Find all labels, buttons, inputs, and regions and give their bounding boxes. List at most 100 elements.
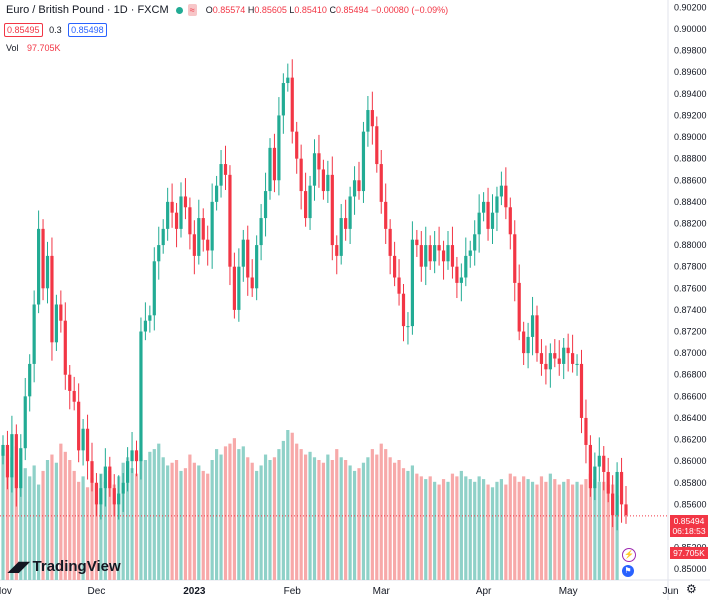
volume-bar (259, 465, 263, 580)
price-tick-label: 0.85000 (674, 564, 707, 574)
volume-bar (312, 457, 317, 580)
volume-bar (10, 457, 14, 580)
volume-bar (482, 479, 486, 580)
candle-body (121, 482, 125, 494)
volume-bar (468, 479, 472, 580)
volume-bar (464, 476, 468, 580)
volume-bar (575, 481, 579, 580)
volume-bar (326, 454, 330, 580)
candle-body (584, 417, 588, 445)
volume-bar (459, 470, 463, 580)
volume-bar (126, 457, 130, 580)
candle-body (126, 461, 130, 483)
volume-bar (535, 484, 539, 580)
candle-body (317, 153, 321, 170)
candle-body (183, 196, 188, 208)
candle-body (415, 239, 419, 246)
volume-bar (593, 479, 597, 580)
buy-button[interactable]: 0.85498 (68, 23, 107, 37)
date-tick-label: Apr (476, 586, 492, 597)
candle-body (312, 153, 317, 186)
price-tick-label: 0.85600 (674, 499, 707, 509)
candle-body (99, 488, 103, 505)
candle-body (441, 250, 446, 262)
trade-buttons: 0.85495 0.3 0.85498 (4, 23, 107, 37)
volume-bar (232, 438, 236, 580)
candle-body (143, 320, 147, 332)
volume-bar (99, 473, 103, 580)
candle-body (553, 353, 557, 359)
candle-body (1, 444, 5, 456)
candle-body (566, 347, 570, 354)
volume-bar (32, 465, 36, 580)
candle-body (615, 471, 619, 516)
gear-icon[interactable]: ⚙ (686, 582, 697, 596)
volume-bar (54, 462, 58, 580)
volume-bar (508, 473, 512, 580)
candle-body (606, 471, 610, 494)
volume-bar (188, 454, 192, 580)
candle-body (575, 363, 579, 365)
candle-body (357, 180, 361, 192)
tradingview-logo[interactable]: ◢◤ TradingView (8, 558, 121, 575)
date-tick-label: Nov (0, 586, 12, 597)
candle-body (268, 147, 272, 192)
candle-body (517, 282, 521, 332)
volume-bar (63, 451, 67, 580)
sell-button[interactable]: 0.85495 (4, 23, 43, 37)
candle-body (37, 228, 41, 305)
candle-body (495, 196, 499, 213)
candle-body (308, 185, 312, 219)
price-tick-label: 0.88000 (674, 240, 707, 250)
candle-body (326, 174, 330, 192)
price-tick-label: 0.90200 (674, 2, 707, 12)
volume-bar (562, 481, 566, 580)
indicator-toggle-icon[interactable]: ≈ (187, 4, 197, 17)
candle-body (72, 390, 76, 402)
candle-body (611, 493, 615, 516)
candle-body (557, 358, 561, 364)
candle-body (410, 239, 414, 327)
volume-bar (321, 462, 325, 580)
volume-bar (41, 470, 45, 580)
last-price-label: 0.85494 06:18:53 (670, 515, 708, 537)
candle-body (513, 234, 517, 283)
candle-body (397, 277, 401, 294)
volume-bar (23, 468, 27, 580)
candle-body (562, 347, 566, 364)
lightning-icon[interactable]: ⚡ (622, 548, 636, 562)
flag-icon[interactable]: ⚑ (622, 565, 634, 577)
candle-body (446, 245, 450, 262)
candle-body (14, 434, 18, 489)
price-tick-label: 0.88600 (674, 175, 707, 185)
volume-bar (85, 487, 90, 580)
volume-bar (241, 446, 245, 580)
volume-bar (304, 454, 308, 580)
volume-bar (437, 484, 441, 580)
candle-body (108, 466, 112, 489)
volume-bar (72, 470, 76, 580)
volume-bar (157, 443, 161, 580)
candle-body (593, 466, 597, 489)
candle-body (197, 218, 201, 256)
candle-body (63, 320, 67, 375)
price-tick-label: 0.88400 (674, 197, 707, 207)
volume-bar (375, 454, 379, 580)
candle-body (464, 255, 468, 278)
volume-bar (553, 479, 557, 580)
volume-bar (361, 462, 366, 580)
candle-body (393, 255, 397, 278)
candle-body (344, 218, 348, 229)
symbol-title[interactable]: Euro / British Pound · 1D · FXCM (6, 4, 169, 16)
volume-legend[interactable]: Vol 97.705K (6, 43, 61, 53)
candle-body (508, 207, 512, 235)
volume-bar (192, 462, 196, 580)
candle-body (170, 201, 174, 213)
volume-bar (526, 479, 530, 580)
volume-bar (339, 457, 343, 580)
volume-bar (428, 476, 432, 580)
volume-bar (366, 457, 370, 580)
volume-bar (121, 462, 125, 580)
volume-bar (268, 460, 272, 580)
